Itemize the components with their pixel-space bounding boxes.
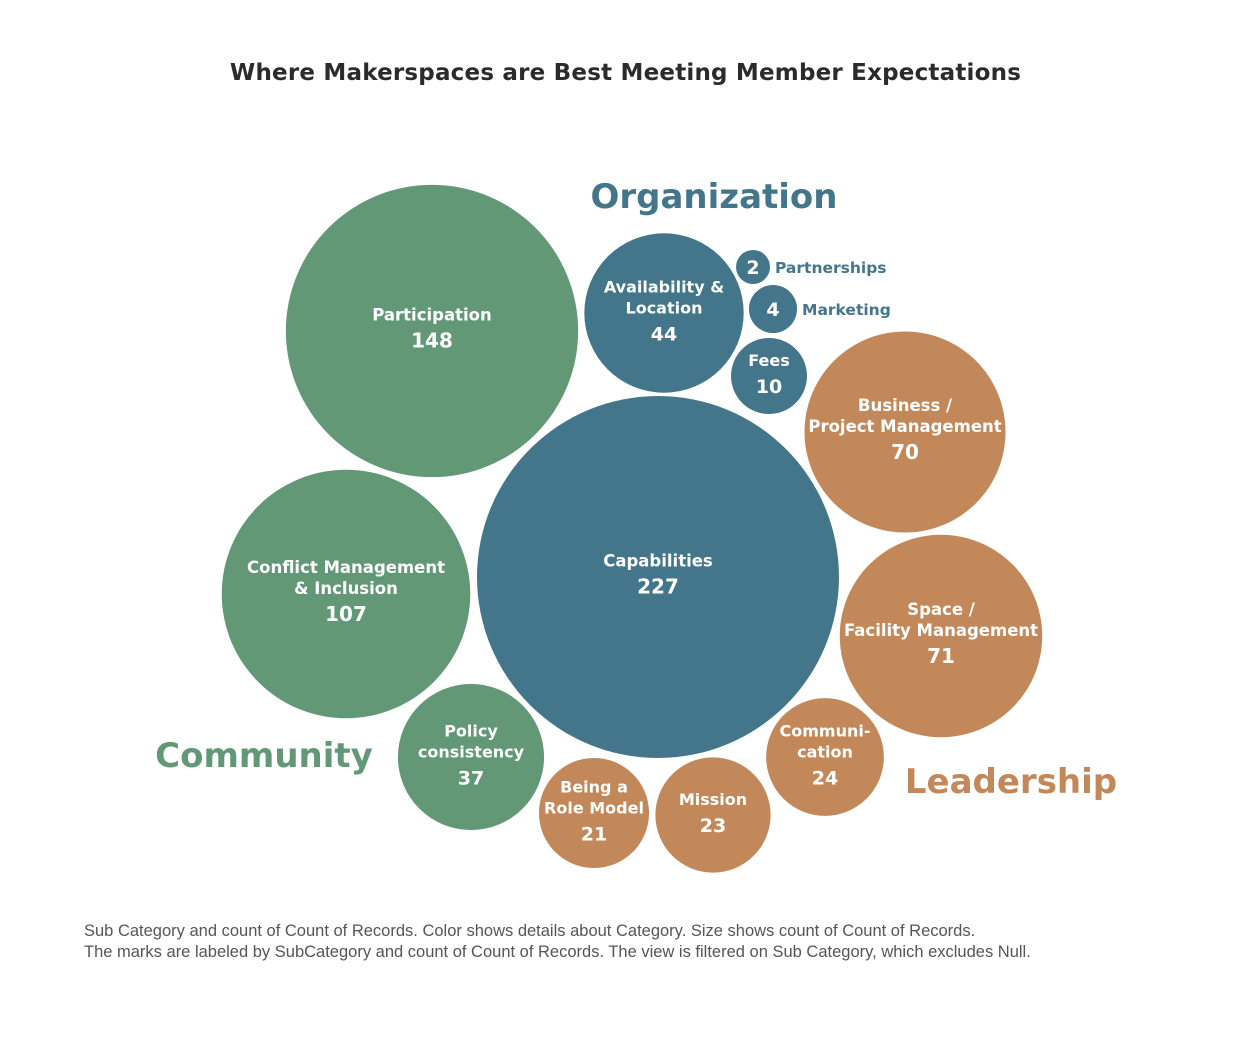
bubble-space-facility-management[interactable] [839, 534, 1043, 738]
bubble-label-capabilities: Capabilities [603, 552, 713, 571]
bubble-communi-cation[interactable] [766, 698, 884, 816]
bubble-value-being-a-role-model: 21 [581, 824, 607, 846]
bubble-label-mission: Mission [679, 790, 747, 809]
chart-caption: Sub Category and count of Count of Recor… [84, 921, 1184, 963]
bubble-being-a-role-model[interactable] [538, 757, 650, 869]
bubble-label-business-project-management-line-1: Business / [858, 396, 953, 415]
bubble-label-being-a-role-model-line-1: Being a [560, 778, 628, 797]
bubble-value-participation: 148 [411, 329, 453, 353]
bubble-value-conflict-management-inclusion: 107 [325, 602, 367, 626]
bubble-label-conflict-management-inclusion-line-1: Conflict Management [247, 558, 445, 577]
bubble-label-availability-location-line-1: Availability & [604, 278, 724, 297]
bubble-label-marketing: Marketing [802, 301, 891, 319]
bubble-value-fees: 10 [756, 376, 782, 398]
bubble-label-conflict-management-inclusion-line-2: & Inclusion [294, 579, 398, 598]
bubble-value-communi-cation: 24 [812, 768, 838, 790]
bubble-policy-consistency[interactable] [397, 683, 545, 831]
category-label-leadership: Leadership [905, 762, 1117, 802]
bubble-label-space-facility-management-line-1: Space / [907, 600, 976, 619]
bubble-label-communi-cation-line-2: cation [797, 743, 853, 762]
bubble-participation[interactable] [285, 184, 579, 478]
bubble-value-mission: 23 [700, 815, 726, 837]
bubble-value-partnerships: 2 [746, 257, 759, 279]
bubble-business-project-management[interactable] [804, 331, 1006, 533]
category-label-community: Community [155, 736, 373, 776]
bubble-label-communi-cation-line-1: Communi- [780, 722, 871, 741]
caption-line-2: The marks are labeled by SubCategory and… [84, 943, 1031, 961]
bubble-value-business-project-management: 70 [891, 440, 919, 464]
bubble-label-partnerships: Partnerships [775, 259, 887, 277]
bubble-value-space-facility-management: 71 [927, 644, 955, 668]
bubble-label-availability-location-line-2: Location [626, 299, 703, 318]
bubble-partnerships[interactable] [736, 250, 770, 284]
bubble-label-space-facility-management-line-2: Facility Management [844, 621, 1038, 640]
bubble-fees[interactable] [731, 338, 807, 414]
caption-line-1: Sub Category and count of Count of Recor… [84, 922, 976, 940]
bubble-conflict-management-inclusion[interactable] [221, 469, 471, 719]
bubble-mission[interactable] [655, 757, 771, 873]
bubble-label-being-a-role-model-line-2: Role Model [544, 799, 644, 818]
bubble-value-marketing: 4 [766, 299, 779, 321]
bubble-marketing[interactable] [748, 284, 798, 334]
bubble-availability-location[interactable] [584, 233, 744, 393]
bubble-value-availability-location: 44 [651, 324, 677, 346]
bubble-value-capabilities: 227 [637, 575, 679, 599]
chart-title: Where Makerspaces are Best Meeting Membe… [229, 60, 1022, 86]
bubble-label-policy-consistency-line-2: consistency [418, 743, 525, 762]
category-label-organization: Organization [590, 177, 837, 217]
bubble-label-business-project-management-line-2: Project Management [808, 417, 1001, 436]
bubble-label-participation: Participation [372, 306, 491, 325]
bubble-label-fees: Fees [748, 351, 790, 370]
bubble-value-policy-consistency: 37 [458, 768, 484, 790]
bubble-capabilities[interactable] [477, 396, 839, 758]
bubble-label-policy-consistency-line-1: Policy [444, 722, 498, 741]
